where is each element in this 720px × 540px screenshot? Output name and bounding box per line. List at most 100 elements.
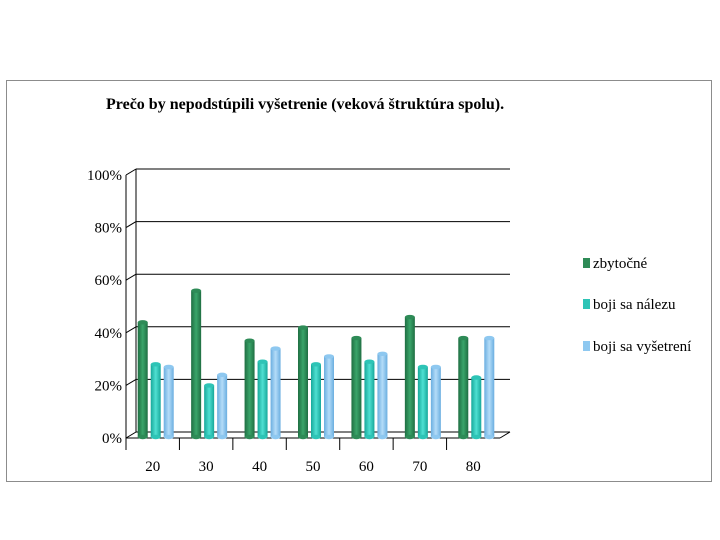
chart-title: Prečo by nepodstúpili vyšetrenie (veková… — [106, 96, 505, 113]
bar-base — [191, 434, 202, 440]
bar-base — [311, 434, 321, 440]
bar-base — [298, 434, 308, 440]
bar-base — [244, 434, 255, 440]
y-tick-label: 20% — [95, 378, 123, 394]
bar — [364, 359, 375, 440]
bar-top — [150, 362, 161, 367]
bar-top — [484, 335, 495, 341]
x-tick-labels: 20 30 40 50 60 70 80 — [145, 459, 481, 475]
bar-top — [377, 351, 388, 357]
bar-base — [324, 434, 334, 440]
bar-body — [430, 366, 441, 437]
bar-body — [484, 338, 495, 437]
bar-top — [270, 346, 281, 351]
gridline-side — [125, 326, 137, 334]
bar-top — [404, 314, 415, 320]
bar-top — [364, 359, 375, 364]
bar-top — [163, 364, 174, 370]
legend-swatch — [583, 341, 590, 351]
bar-top — [137, 320, 148, 325]
floor-edge — [499, 431, 511, 439]
bar — [244, 338, 255, 440]
legend-label: zbytočné — [593, 256, 647, 272]
x-tick-label: 40 — [252, 459, 267, 475]
bar-top — [417, 364, 428, 370]
bar-base — [430, 434, 441, 440]
bar-top — [311, 362, 321, 367]
bar-body — [204, 385, 215, 437]
y-tick-label: 0% — [102, 431, 122, 447]
bar — [191, 288, 202, 440]
x-tick-label: 80 — [466, 459, 481, 475]
bar-base — [377, 434, 388, 440]
bar-body — [270, 348, 281, 437]
bar — [163, 364, 174, 440]
y-tick-label: 40% — [95, 326, 123, 342]
legend-label: boji sa vyšetrení — [593, 339, 691, 355]
bar — [150, 362, 161, 440]
legend-label: boji sa nálezu — [593, 297, 676, 313]
legend: zbytočné boji sa nálezu boji sa vyšetrení — [583, 256, 691, 355]
bar-body — [311, 364, 321, 437]
bar — [417, 364, 428, 440]
y-tick-labels: 0% 20% 40% 60% 80% 100% — [87, 168, 122, 447]
bar-body — [404, 317, 415, 437]
bar-top — [191, 288, 202, 293]
bar-body — [163, 366, 174, 437]
bar — [204, 383, 215, 440]
bar-top — [430, 364, 441, 370]
bar-body — [377, 353, 388, 437]
bar-base — [364, 434, 375, 440]
bar-body — [298, 327, 308, 437]
bar-base — [257, 434, 268, 440]
gridline-side — [125, 431, 137, 439]
bar — [137, 320, 148, 440]
bar-base — [458, 434, 469, 440]
x-tick-label: 30 — [199, 459, 214, 475]
bar-body — [471, 377, 482, 437]
bar-top — [244, 338, 255, 343]
bar-body — [351, 338, 362, 437]
bar-body — [324, 356, 334, 437]
bar — [484, 335, 495, 440]
bar-base — [150, 434, 161, 440]
bar-top — [257, 359, 268, 364]
x-tick-label: 70 — [412, 459, 427, 475]
gridline-side — [125, 168, 137, 176]
bar-base — [217, 434, 228, 440]
bar-body — [257, 361, 268, 437]
bar — [257, 359, 268, 440]
bar — [471, 375, 482, 440]
bar-body — [458, 338, 469, 437]
bar-body — [364, 361, 375, 437]
y-tick-label: 60% — [95, 273, 123, 289]
bar-body — [191, 290, 202, 437]
bar — [404, 314, 415, 440]
bar-base — [351, 434, 362, 440]
bar-base — [270, 434, 281, 440]
legend-swatch — [583, 299, 590, 309]
bar — [351, 335, 362, 440]
gridline-side — [125, 378, 137, 386]
bar-top — [204, 383, 215, 388]
bar-body — [137, 322, 148, 437]
bar — [324, 354, 334, 440]
y-tick-label: 80% — [95, 221, 123, 237]
bar — [458, 335, 469, 440]
y-tick-label: 100% — [87, 168, 122, 184]
bar-top — [351, 335, 362, 341]
bar-top — [458, 335, 469, 341]
bar — [377, 351, 388, 440]
bar — [311, 362, 321, 440]
bar-top — [471, 375, 482, 380]
bar-base — [137, 434, 148, 440]
bar-body — [217, 374, 228, 437]
bar — [270, 346, 281, 440]
bar-base — [471, 434, 482, 440]
bars — [137, 288, 495, 440]
bar-top — [324, 354, 334, 359]
legend-swatch — [583, 258, 590, 268]
bar — [430, 364, 441, 440]
bar — [217, 372, 228, 440]
